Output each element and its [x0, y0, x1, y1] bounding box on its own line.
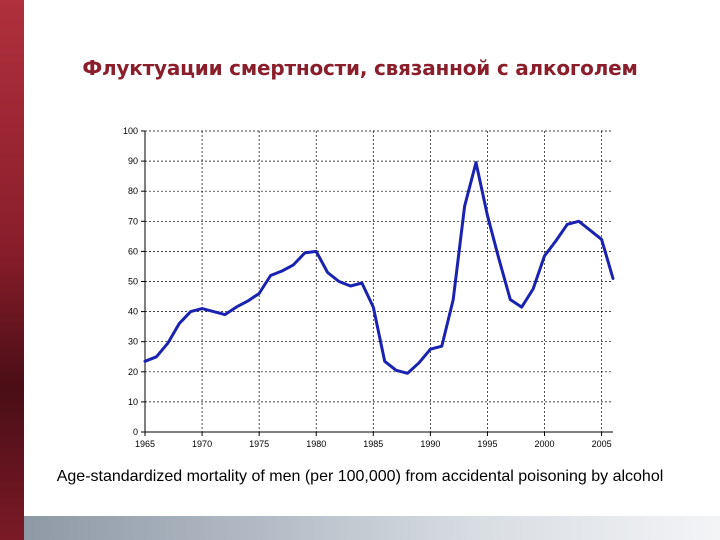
y-tick-label: 80: [128, 186, 138, 196]
y-tick-label: 100: [123, 126, 138, 136]
x-tick-label: 1975: [249, 439, 269, 449]
y-tick-label: 60: [128, 246, 138, 256]
x-tick-label: 1990: [420, 439, 440, 449]
y-tick-label: 90: [128, 156, 138, 166]
y-tick-label: 20: [128, 367, 138, 377]
y-tick-label: 30: [128, 337, 138, 347]
y-tick-label: 0: [133, 427, 138, 437]
x-tick-label: 1995: [477, 439, 497, 449]
left-decorative-bar: [0, 0, 24, 540]
y-tick-label: 40: [128, 307, 138, 317]
y-tick-label: 50: [128, 277, 138, 287]
chart-caption: Age-standardized mortality of men (per 1…: [56, 468, 664, 485]
x-tick-label: 1970: [192, 439, 212, 449]
slide-title: Флуктуации смертности, связанной с алког…: [82, 56, 638, 80]
x-tick-label: 2000: [534, 439, 554, 449]
x-tick-label: 1985: [363, 439, 383, 449]
series-line: [143, 161, 615, 375]
x-tick-label: 2005: [592, 439, 612, 449]
x-tick-label: 1965: [135, 439, 155, 449]
y-tick-label: 70: [128, 216, 138, 226]
y-tick-label: 10: [128, 397, 138, 407]
bottom-decorative-strip: [24, 516, 720, 540]
x-tick-label: 1980: [306, 439, 326, 449]
